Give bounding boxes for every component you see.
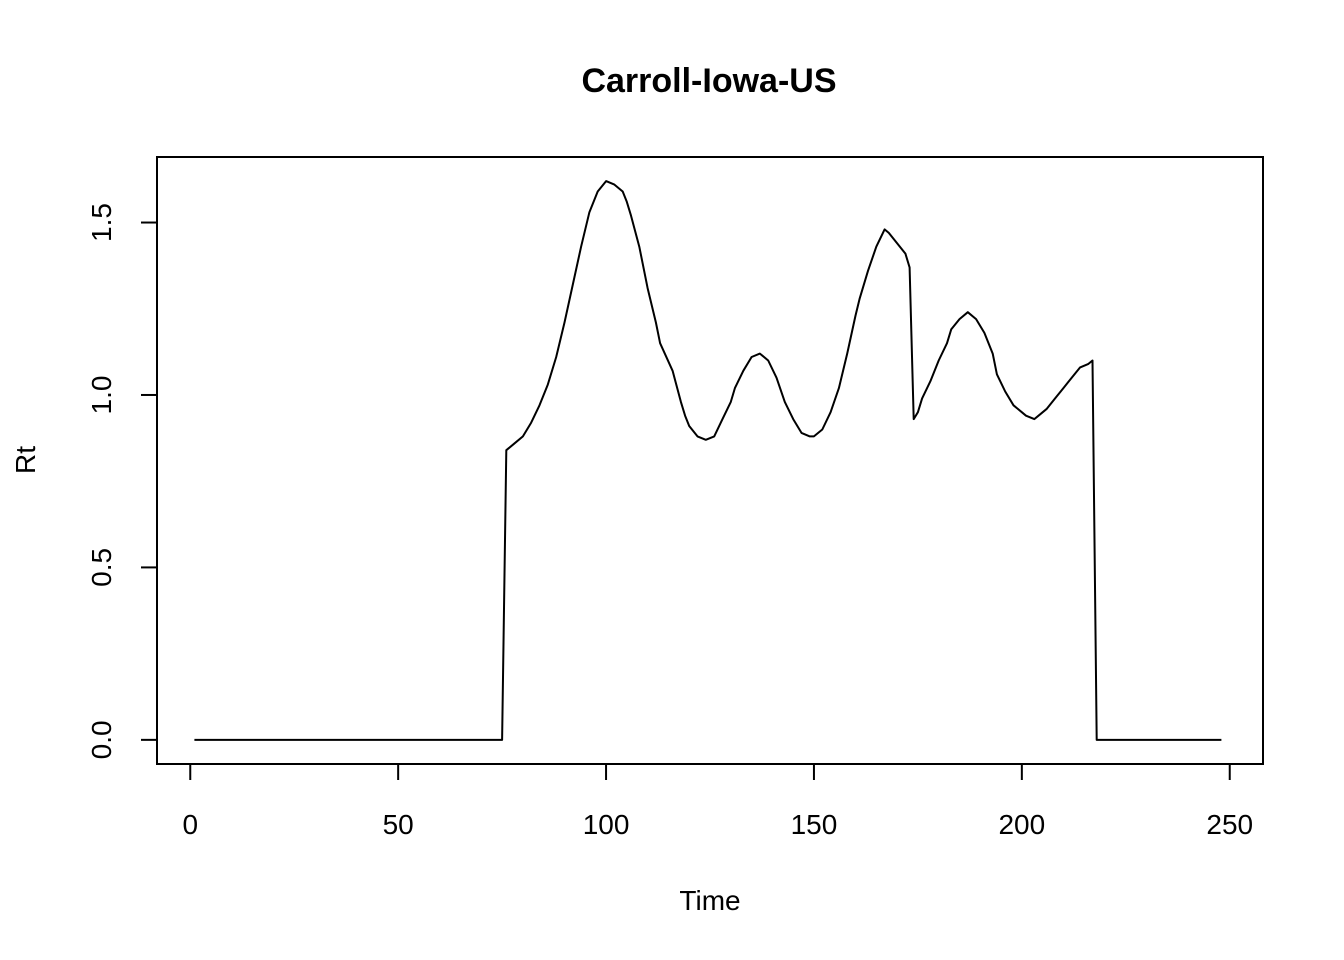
y-tick-label: 0.5 bbox=[86, 548, 117, 587]
chart-title: Carroll-Iowa-US bbox=[581, 62, 836, 100]
y-tick-label: 0.0 bbox=[86, 720, 117, 759]
y-axis: 0.0 0.5 1.0 1.5 bbox=[86, 203, 157, 759]
x-axis-label: Time bbox=[679, 885, 740, 916]
x-tick-label: 250 bbox=[1206, 809, 1253, 840]
x-tick-label: 150 bbox=[791, 809, 838, 840]
y-tick-label: 1.0 bbox=[86, 376, 117, 415]
x-tick-label: 0 bbox=[182, 809, 198, 840]
plot-frame bbox=[156, 156, 1264, 765]
x-tick-label: 50 bbox=[383, 809, 414, 840]
y-axis-label: Rt bbox=[10, 446, 41, 474]
x-tick-label: 200 bbox=[998, 809, 1045, 840]
y-tick-label: 1.5 bbox=[86, 203, 117, 242]
x-tick-label: 100 bbox=[583, 809, 630, 840]
x-axis: 0 50 100 150 200 250 bbox=[182, 764, 1253, 840]
series-layer bbox=[194, 180, 1222, 741]
series-line-0 bbox=[194, 180, 1222, 741]
